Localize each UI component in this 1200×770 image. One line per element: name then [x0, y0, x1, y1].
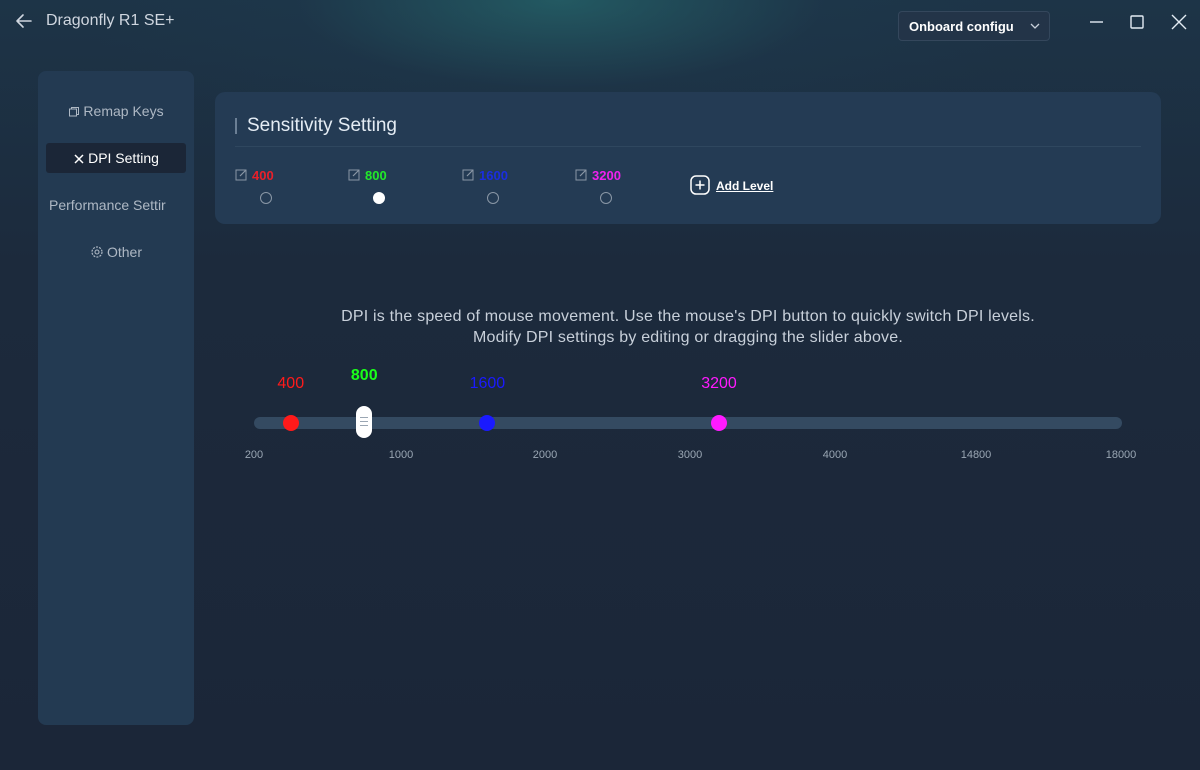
- edit-icon[interactable]: [235, 168, 248, 181]
- title-accent-bar: [235, 118, 237, 134]
- dpi-level-1: 400: [235, 167, 315, 207]
- slider-tick-label: 1000: [388, 449, 414, 461]
- sidebar-item-label: Other: [106, 244, 142, 260]
- close-button[interactable]: [1164, 8, 1194, 36]
- dpi-level-3: 1600: [462, 167, 542, 207]
- sidebar-item-performance-settings[interactable]: Performance Settir: [46, 190, 186, 220]
- thumb-grip: [360, 421, 369, 422]
- sidebar: Remap Keys DPI Setting Performance Setti…: [38, 71, 194, 725]
- thumb-grip: [360, 417, 369, 418]
- slider-thumb-label: 400: [277, 375, 305, 392]
- onboard-config-select[interactable]: Onboard configu: [898, 11, 1050, 41]
- maximize-button[interactable]: [1122, 8, 1152, 36]
- sensitivity-card: Sensitivity Setting 400 800 1600 3200: [215, 92, 1161, 224]
- dpi-slider-track[interactable]: [254, 417, 1122, 429]
- slider-tick-label: 18000: [1105, 449, 1137, 461]
- slider-thumb[interactable]: [479, 415, 496, 431]
- sidebar-item-remap-keys[interactable]: Remap Keys: [46, 96, 186, 126]
- close-icon: [1171, 14, 1187, 30]
- dpi-description: DPI is the speed of mouse movement. Use …: [215, 306, 1161, 348]
- edit-icon[interactable]: [462, 168, 475, 181]
- slider-thumb[interactable]: [282, 415, 299, 431]
- description-line-1: DPI is the speed of mouse movement. Use …: [341, 308, 1035, 325]
- sidebar-item-other[interactable]: Other: [46, 237, 186, 267]
- back-arrow-icon: [16, 14, 32, 28]
- dpi-slider: 200 1000 2000 3000 4000 14800 18000 400 800 1600 3…: [0, 360, 1200, 470]
- gear-icon: [91, 246, 103, 258]
- slider-thumb-label: 800: [350, 367, 378, 384]
- sensitivity-title: Sensitivity Setting: [247, 115, 397, 136]
- maximize-icon: [1130, 15, 1144, 29]
- dpi-level-value: 3200: [592, 168, 621, 183]
- slider-tick-label: 200: [244, 449, 264, 461]
- divider: [235, 146, 1141, 147]
- dpi-level-value: 800: [365, 168, 387, 183]
- dpi-level-radio[interactable]: [373, 192, 385, 204]
- edit-icon[interactable]: [348, 168, 361, 181]
- slider-thumb-label: 3200: [701, 375, 737, 392]
- dpi-level-radio[interactable]: [600, 192, 612, 204]
- chevron-down-icon: [1030, 23, 1040, 29]
- sidebar-item-label: DPI Setting: [88, 150, 159, 166]
- onboard-config-value: Onboard configu: [909, 19, 1014, 34]
- slider-thumb[interactable]: [356, 406, 373, 438]
- add-level-label: Add Level: [716, 179, 774, 193]
- crosshair-icon: [74, 154, 84, 164]
- dpi-level-value: 400: [252, 168, 274, 183]
- slider-tick-label: 4000: [822, 449, 848, 461]
- dpi-level-radio[interactable]: [260, 192, 272, 204]
- remap-icon: [69, 107, 80, 117]
- slider-thumb-label: 1600: [469, 375, 506, 392]
- sidebar-item-label: Remap Keys: [83, 103, 164, 119]
- title-bar: Dragonfly R1 SE+ Onboard configu: [0, 0, 1200, 44]
- app-title: Dragonfly R1 SE+: [46, 12, 175, 29]
- slider-thumb[interactable]: [711, 415, 727, 431]
- sidebar-item-dpi-setting[interactable]: DPI Setting: [46, 143, 186, 173]
- slider-tick-label: 14800: [960, 449, 992, 461]
- slider-tick-label: 2000: [532, 449, 558, 461]
- edit-icon[interactable]: [575, 168, 588, 181]
- plus-square-icon: [690, 175, 710, 195]
- thumb-grip: [360, 425, 369, 426]
- dpi-level-radio[interactable]: [487, 192, 499, 204]
- dpi-level-4: 3200: [575, 167, 655, 207]
- dpi-level-value: 1600: [479, 168, 508, 183]
- minimize-icon: [1090, 21, 1103, 23]
- sidebar-item-label: Performance Settir: [49, 197, 166, 213]
- slider-tick-label: 3000: [677, 449, 703, 461]
- dpi-level-2: 800: [348, 167, 428, 207]
- back-button[interactable]: [12, 8, 36, 34]
- description-line-2: Modify DPI settings by editing or draggi…: [472, 329, 903, 346]
- minimize-button[interactable]: [1082, 8, 1112, 36]
